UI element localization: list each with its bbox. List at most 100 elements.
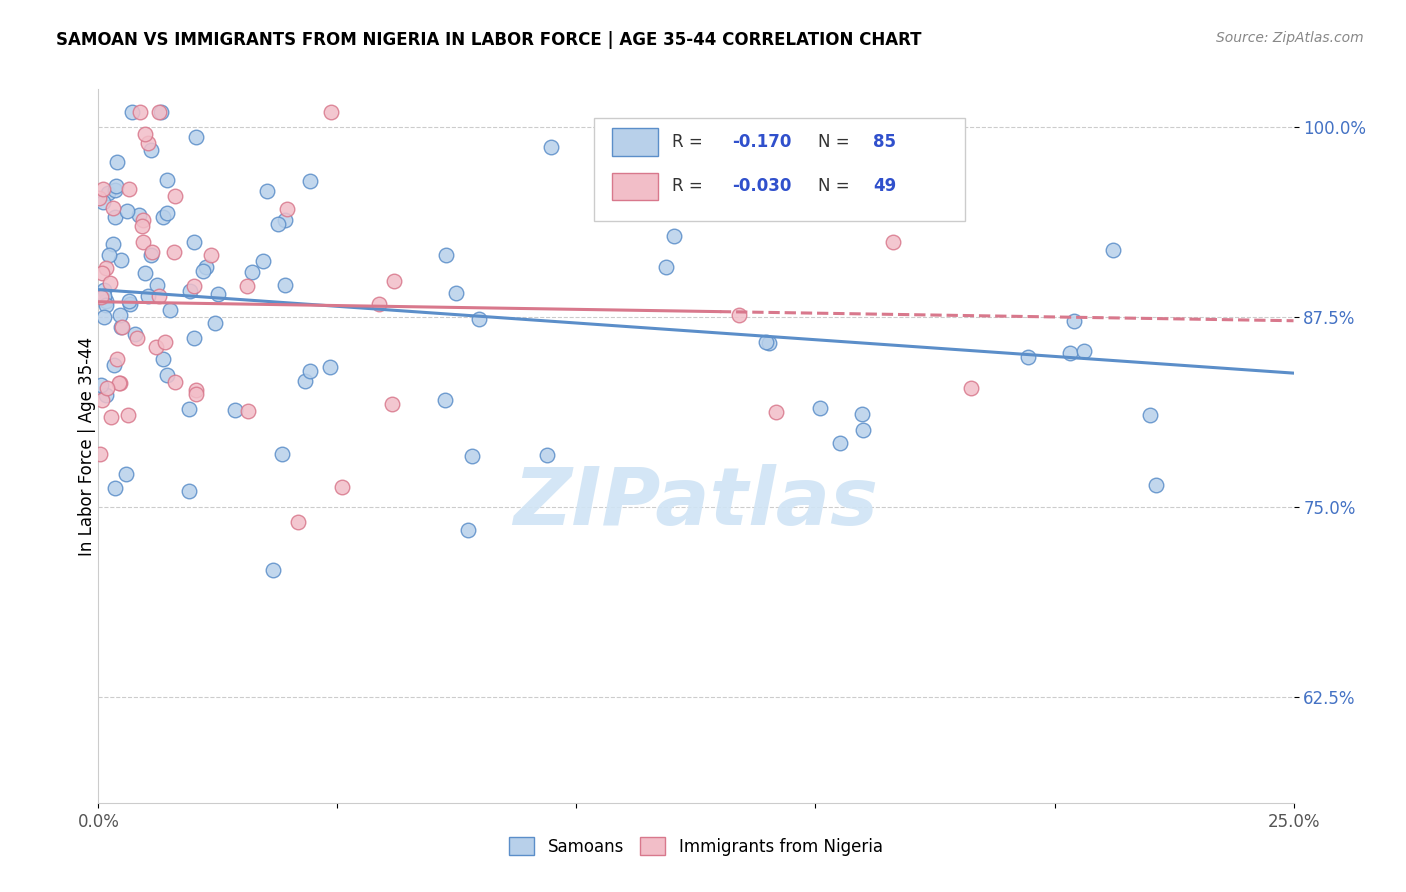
Point xyxy=(381,397,404,411)
Point xyxy=(267,217,290,231)
Point xyxy=(118,182,141,196)
Point xyxy=(163,245,186,260)
Text: -0.170: -0.170 xyxy=(733,133,792,151)
Point xyxy=(96,294,118,309)
Text: -0.030: -0.030 xyxy=(733,178,792,195)
Point xyxy=(117,294,139,309)
Point xyxy=(101,201,124,215)
Point xyxy=(97,186,120,201)
Point xyxy=(240,265,263,279)
Point xyxy=(108,376,131,390)
Text: N =: N = xyxy=(818,178,849,195)
Point xyxy=(165,189,187,203)
Point xyxy=(104,178,127,193)
Point xyxy=(252,253,274,268)
Text: Source: ZipAtlas.com: Source: ZipAtlas.com xyxy=(1216,31,1364,45)
Point xyxy=(90,393,112,408)
Y-axis label: In Labor Force | Age 35-44: In Labor Force | Age 35-44 xyxy=(79,336,96,556)
Point xyxy=(165,376,187,390)
Point xyxy=(727,308,749,322)
Point xyxy=(90,378,112,392)
Point xyxy=(319,360,342,375)
Point xyxy=(184,386,207,401)
Point xyxy=(108,376,131,390)
Text: N =: N = xyxy=(818,133,849,151)
Point xyxy=(882,235,904,249)
Point xyxy=(91,182,114,196)
Point xyxy=(177,483,200,498)
Point xyxy=(536,448,558,462)
Point xyxy=(156,368,179,382)
Point xyxy=(274,212,297,227)
Point xyxy=(87,191,110,205)
Point xyxy=(129,105,152,120)
Point xyxy=(1144,478,1167,492)
Text: ZIPatlas: ZIPatlas xyxy=(513,464,879,542)
Text: 85: 85 xyxy=(873,133,896,151)
Point xyxy=(152,351,174,366)
FancyBboxPatch shape xyxy=(613,128,658,155)
Point xyxy=(332,480,354,494)
Point xyxy=(145,340,167,354)
Point xyxy=(960,381,983,395)
Point xyxy=(273,278,295,293)
Point xyxy=(121,105,143,120)
Point xyxy=(104,481,127,495)
Point xyxy=(103,183,125,197)
Point xyxy=(101,237,124,252)
Point xyxy=(115,204,138,219)
Point xyxy=(808,401,831,415)
Text: R =: R = xyxy=(672,178,703,195)
Point xyxy=(294,374,316,388)
Point xyxy=(1059,346,1081,360)
Point xyxy=(107,155,129,169)
Point xyxy=(156,173,179,187)
Point xyxy=(186,384,208,398)
FancyBboxPatch shape xyxy=(595,118,965,221)
Point xyxy=(382,274,405,288)
Text: 49: 49 xyxy=(873,178,896,195)
Point xyxy=(200,247,222,261)
Point xyxy=(132,213,155,227)
Point xyxy=(540,140,562,154)
Point xyxy=(134,128,156,142)
Point xyxy=(98,248,121,262)
Point xyxy=(828,435,851,450)
Point xyxy=(851,407,873,421)
Point xyxy=(238,404,260,418)
Point xyxy=(103,210,125,224)
Point xyxy=(655,260,678,275)
FancyBboxPatch shape xyxy=(613,173,658,200)
Point xyxy=(108,308,131,322)
Point xyxy=(183,331,205,345)
Point xyxy=(1017,350,1039,364)
Point xyxy=(765,405,787,419)
Point xyxy=(662,229,685,244)
Point xyxy=(194,260,217,275)
Point xyxy=(141,244,163,259)
Point xyxy=(191,264,214,278)
Point xyxy=(183,278,205,293)
Point xyxy=(204,316,226,330)
Point xyxy=(139,143,162,157)
Point xyxy=(94,261,117,276)
Point xyxy=(103,358,125,372)
Point xyxy=(1101,243,1123,257)
Point xyxy=(184,130,207,145)
Point xyxy=(276,202,298,217)
Point xyxy=(434,247,457,261)
Point xyxy=(96,298,118,312)
Point xyxy=(235,278,257,293)
Point xyxy=(156,206,179,220)
Point xyxy=(98,276,121,290)
Point xyxy=(93,289,115,303)
Legend: Samoans, Immigrants from Nigeria: Samoans, Immigrants from Nigeria xyxy=(502,830,890,863)
Point xyxy=(138,136,160,150)
Point xyxy=(139,247,162,261)
Point xyxy=(105,352,128,367)
Point xyxy=(1073,343,1095,358)
Point xyxy=(100,410,122,425)
Point xyxy=(319,105,342,120)
Point xyxy=(467,312,489,326)
Point xyxy=(134,266,156,280)
